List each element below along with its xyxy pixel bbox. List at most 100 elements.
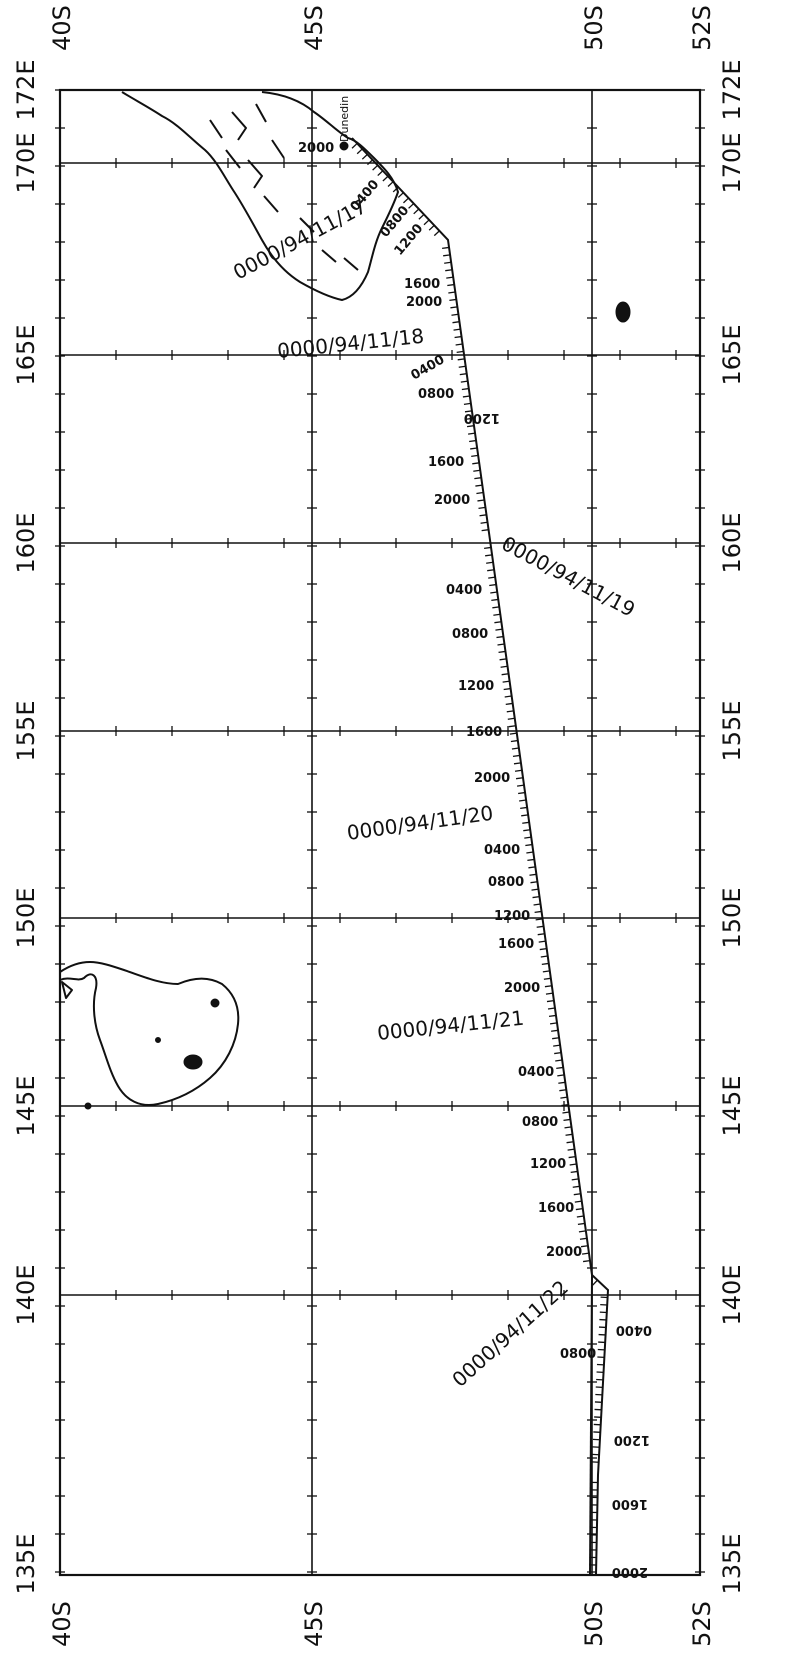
- track-hour-tick: [573, 1193, 581, 1196]
- track-hour-tick: [462, 395, 470, 398]
- track-hour-tick: [560, 1096, 568, 1099]
- hour-label: 0400: [518, 1065, 554, 1080]
- track-hour-tick: [578, 1230, 586, 1233]
- track-hour-tick: [540, 955, 548, 958]
- lat-label-right: 50S: [580, 1601, 608, 1647]
- track-hour-tick: [465, 417, 474, 420]
- track-hour-tick: [444, 261, 452, 264]
- lon-label-top: 150E: [12, 888, 40, 949]
- track-hour-tick: [458, 365, 466, 368]
- track-hour-tick: [453, 328, 461, 331]
- track-hour-tick: [522, 821, 530, 824]
- track-hour-tick: [460, 380, 468, 383]
- lon-label-bottom: 170E: [718, 133, 746, 194]
- track-hour-tick: [466, 425, 475, 428]
- hour-label: 1600: [612, 1496, 648, 1511]
- track-hour-tick: [367, 159, 374, 166]
- track-hour-tick: [477, 499, 485, 502]
- track-hour-tick: [532, 895, 540, 899]
- lon-label-bottom: 145E: [718, 1076, 746, 1137]
- hour-label: 2000: [434, 493, 470, 508]
- track-hour-tick: [361, 153, 368, 160]
- track-hour-tick: [490, 591, 498, 594]
- track-hour-tick: [387, 181, 394, 187]
- track-hour-tick: [423, 219, 430, 226]
- track-hour-tick: [556, 1066, 564, 1070]
- track-hour-tick: [512, 754, 520, 758]
- track-hour-tick: [454, 335, 462, 339]
- hour-label: 1200: [464, 410, 500, 425]
- track-hour-tick: [511, 747, 519, 750]
- lon-label-bottom: 135E: [718, 1534, 746, 1595]
- longitude-labels-top: 172E 170E 165E 160E 155E 150E 145E 140E …: [12, 60, 40, 1595]
- track-hour-tick: [531, 888, 539, 891]
- track-hour-tick: [479, 514, 487, 517]
- hour-label: 1600: [466, 725, 502, 740]
- hour-label: 2000: [546, 1245, 582, 1260]
- track-hour-tick: [546, 999, 555, 1003]
- track-hour-tick: [542, 970, 550, 973]
- date-label-20: 0000/94/11/20: [345, 801, 494, 845]
- track-hour-tick: [468, 432, 476, 435]
- hour-label: 0400: [616, 1322, 652, 1337]
- track-hour-tick: [569, 1163, 577, 1166]
- tasmania-coast-islet: [61, 981, 73, 999]
- track-hour-tick: [524, 836, 532, 839]
- track-hour-tick: [580, 1245, 589, 1248]
- lon-label-top: 170E: [12, 133, 40, 194]
- track-hour-tick: [481, 529, 489, 532]
- hour-label: 0800: [522, 1115, 558, 1130]
- track-hour-tick: [446, 276, 454, 279]
- hour-label: 1600: [538, 1201, 574, 1216]
- track-hour-tick: [510, 739, 518, 743]
- track-hour-tick: [547, 1007, 556, 1010]
- track-hour-tick: [508, 725, 516, 728]
- track-hour-tick: [519, 799, 527, 802]
- tasmania-islet-3: [84, 1102, 92, 1110]
- date-labels: 0000/94/11/17 0000/94/11/18 0000/94/11/1…: [229, 194, 639, 1392]
- track-hour-tick: [473, 469, 481, 472]
- lon-label-top: 160E: [12, 513, 40, 574]
- hour-label: 1600: [498, 937, 534, 952]
- track-hour-tick: [470, 447, 478, 450]
- track-hour-tick: [457, 358, 465, 361]
- track-hour-tick: [562, 1111, 570, 1114]
- track-hour-tick: [526, 851, 534, 854]
- track-hour-tick: [553, 1044, 561, 1047]
- track-hour-tick: [536, 925, 544, 928]
- track-hour-tick: [487, 569, 495, 572]
- track-hour-tick: [484, 546, 492, 550]
- hour-label: 2000: [298, 141, 334, 156]
- track-hour-tick: [459, 373, 467, 376]
- track-hour-tick: [518, 791, 526, 795]
- hour-label: 1200: [494, 909, 530, 924]
- track-hour-tick: [475, 484, 483, 487]
- track-hour-tick: [527, 858, 535, 862]
- tasmania-islet-2: [155, 1037, 161, 1043]
- track-hour-tick: [447, 283, 455, 287]
- track-hour-tick: [485, 554, 493, 557]
- track-hour-tick: [497, 643, 505, 646]
- date-label-21: 0000/94/11/21: [376, 1006, 525, 1045]
- track-hour-tick: [535, 918, 543, 921]
- lat-label-left: 50S: [580, 5, 608, 51]
- lat-label-right: 45S: [300, 1601, 328, 1647]
- track-hour-tick: [501, 673, 509, 676]
- track-hour-tick: [505, 702, 513, 706]
- track-hour-tick: [551, 1029, 559, 1032]
- track-hour-tick: [469, 439, 477, 443]
- track-hour-tick: [528, 866, 536, 869]
- track-hour-tick: [507, 717, 515, 720]
- track-hour-tick: [514, 769, 523, 772]
- hour-label: 2000: [504, 981, 540, 996]
- track-hour-tick: [502, 680, 510, 683]
- hour-label: 2000: [612, 1564, 648, 1579]
- track-hour-tick: [504, 695, 512, 698]
- track-hour-tick: [488, 576, 496, 579]
- track-hour-tick: [579, 1237, 587, 1240]
- ship-track: [351, 137, 610, 1576]
- track-hour-tick: [557, 1074, 565, 1077]
- lat-label-right: 52S: [688, 1601, 716, 1647]
- hour-label: 0400: [409, 352, 448, 383]
- date-label-18: 0000/94/11/18: [276, 324, 425, 363]
